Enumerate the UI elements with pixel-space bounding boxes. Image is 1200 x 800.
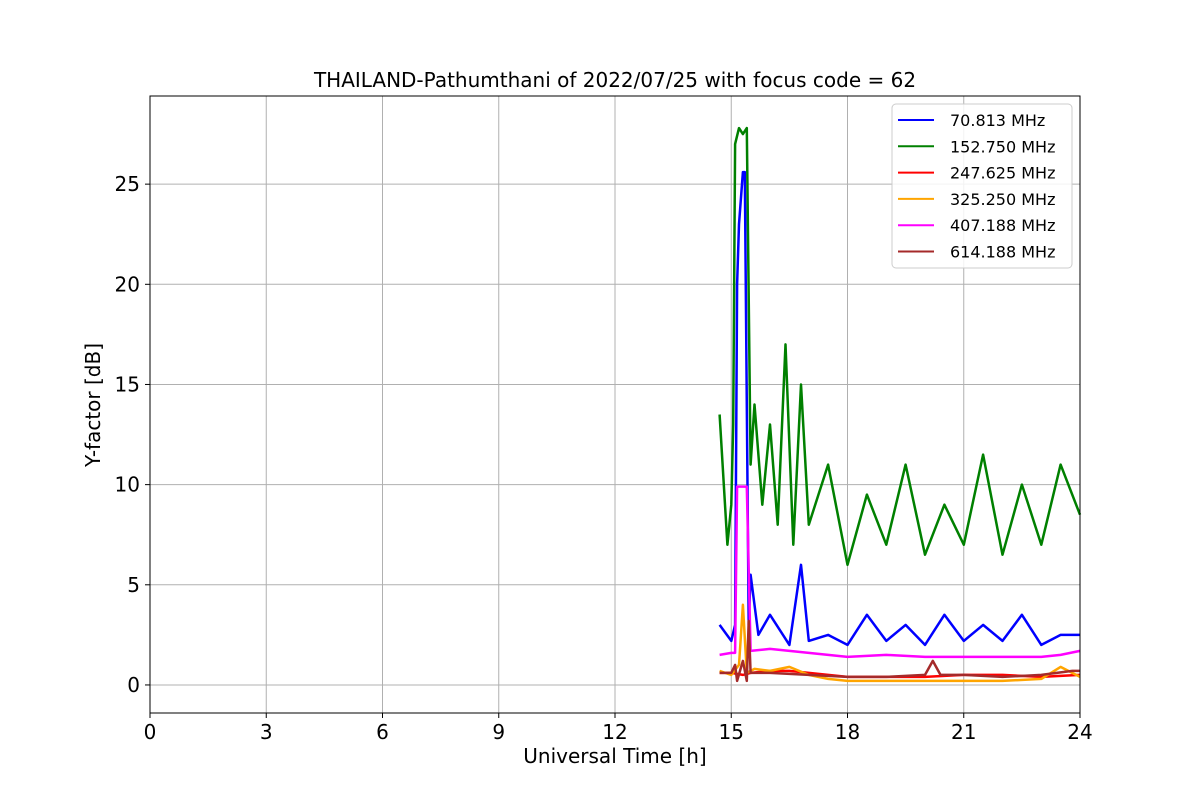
legend-label: 247.625 MHz — [950, 164, 1055, 183]
x-tick-label: 18 — [835, 720, 860, 744]
legend-box — [891, 103, 1073, 269]
y-tick-label: 25 — [115, 172, 140, 196]
x-axis-label: Universal Time [h] — [523, 744, 706, 768]
series-lines — [718, 126, 1082, 683]
legend-label: 70.813 MHz — [950, 111, 1045, 130]
series-line-5 — [719, 619, 1080, 683]
y-tick-label: 15 — [115, 372, 140, 396]
x-tick-label: 3 — [260, 720, 273, 744]
x-tick-label: 12 — [602, 720, 627, 744]
legend-label: 407.188 MHz — [950, 216, 1055, 235]
legend-label: 152.750 MHz — [950, 137, 1055, 156]
y-tick-label: 5 — [127, 573, 140, 597]
x-tick-label: 0 — [144, 720, 157, 744]
legend: 70.813 MHz 152.750 MHz 247.625 MHz 325.250 … — [891, 103, 1073, 269]
y-tick-label: 0 — [127, 673, 140, 697]
x-tick-label: 21 — [951, 720, 976, 744]
x-tick-label: 6 — [376, 720, 389, 744]
x-tick-label: 15 — [719, 720, 744, 744]
y-tick-label: 20 — [115, 272, 140, 296]
series-line-0 — [718, 170, 1080, 647]
y-ticks: 0 5 10 15 20 25 — [115, 172, 150, 697]
x-ticks: 0 3 6 9 12 15 18 21 24 — [144, 713, 1093, 744]
y-axis-label: Y-factor [dB] — [81, 343, 105, 468]
legend-label: 325.250 MHz — [950, 190, 1055, 209]
legend-label: 614.188 MHz — [950, 243, 1055, 262]
series-line-1 — [718, 126, 1082, 567]
series-line-3 — [719, 603, 1081, 683]
x-tick-label: 24 — [1067, 720, 1092, 744]
series-line-4 — [719, 485, 1081, 659]
x-tick-label: 9 — [492, 720, 505, 744]
chart-title: THAILAND-Pathumthani of 2022/07/25 with … — [313, 68, 916, 92]
y-tick-label: 10 — [115, 473, 140, 497]
